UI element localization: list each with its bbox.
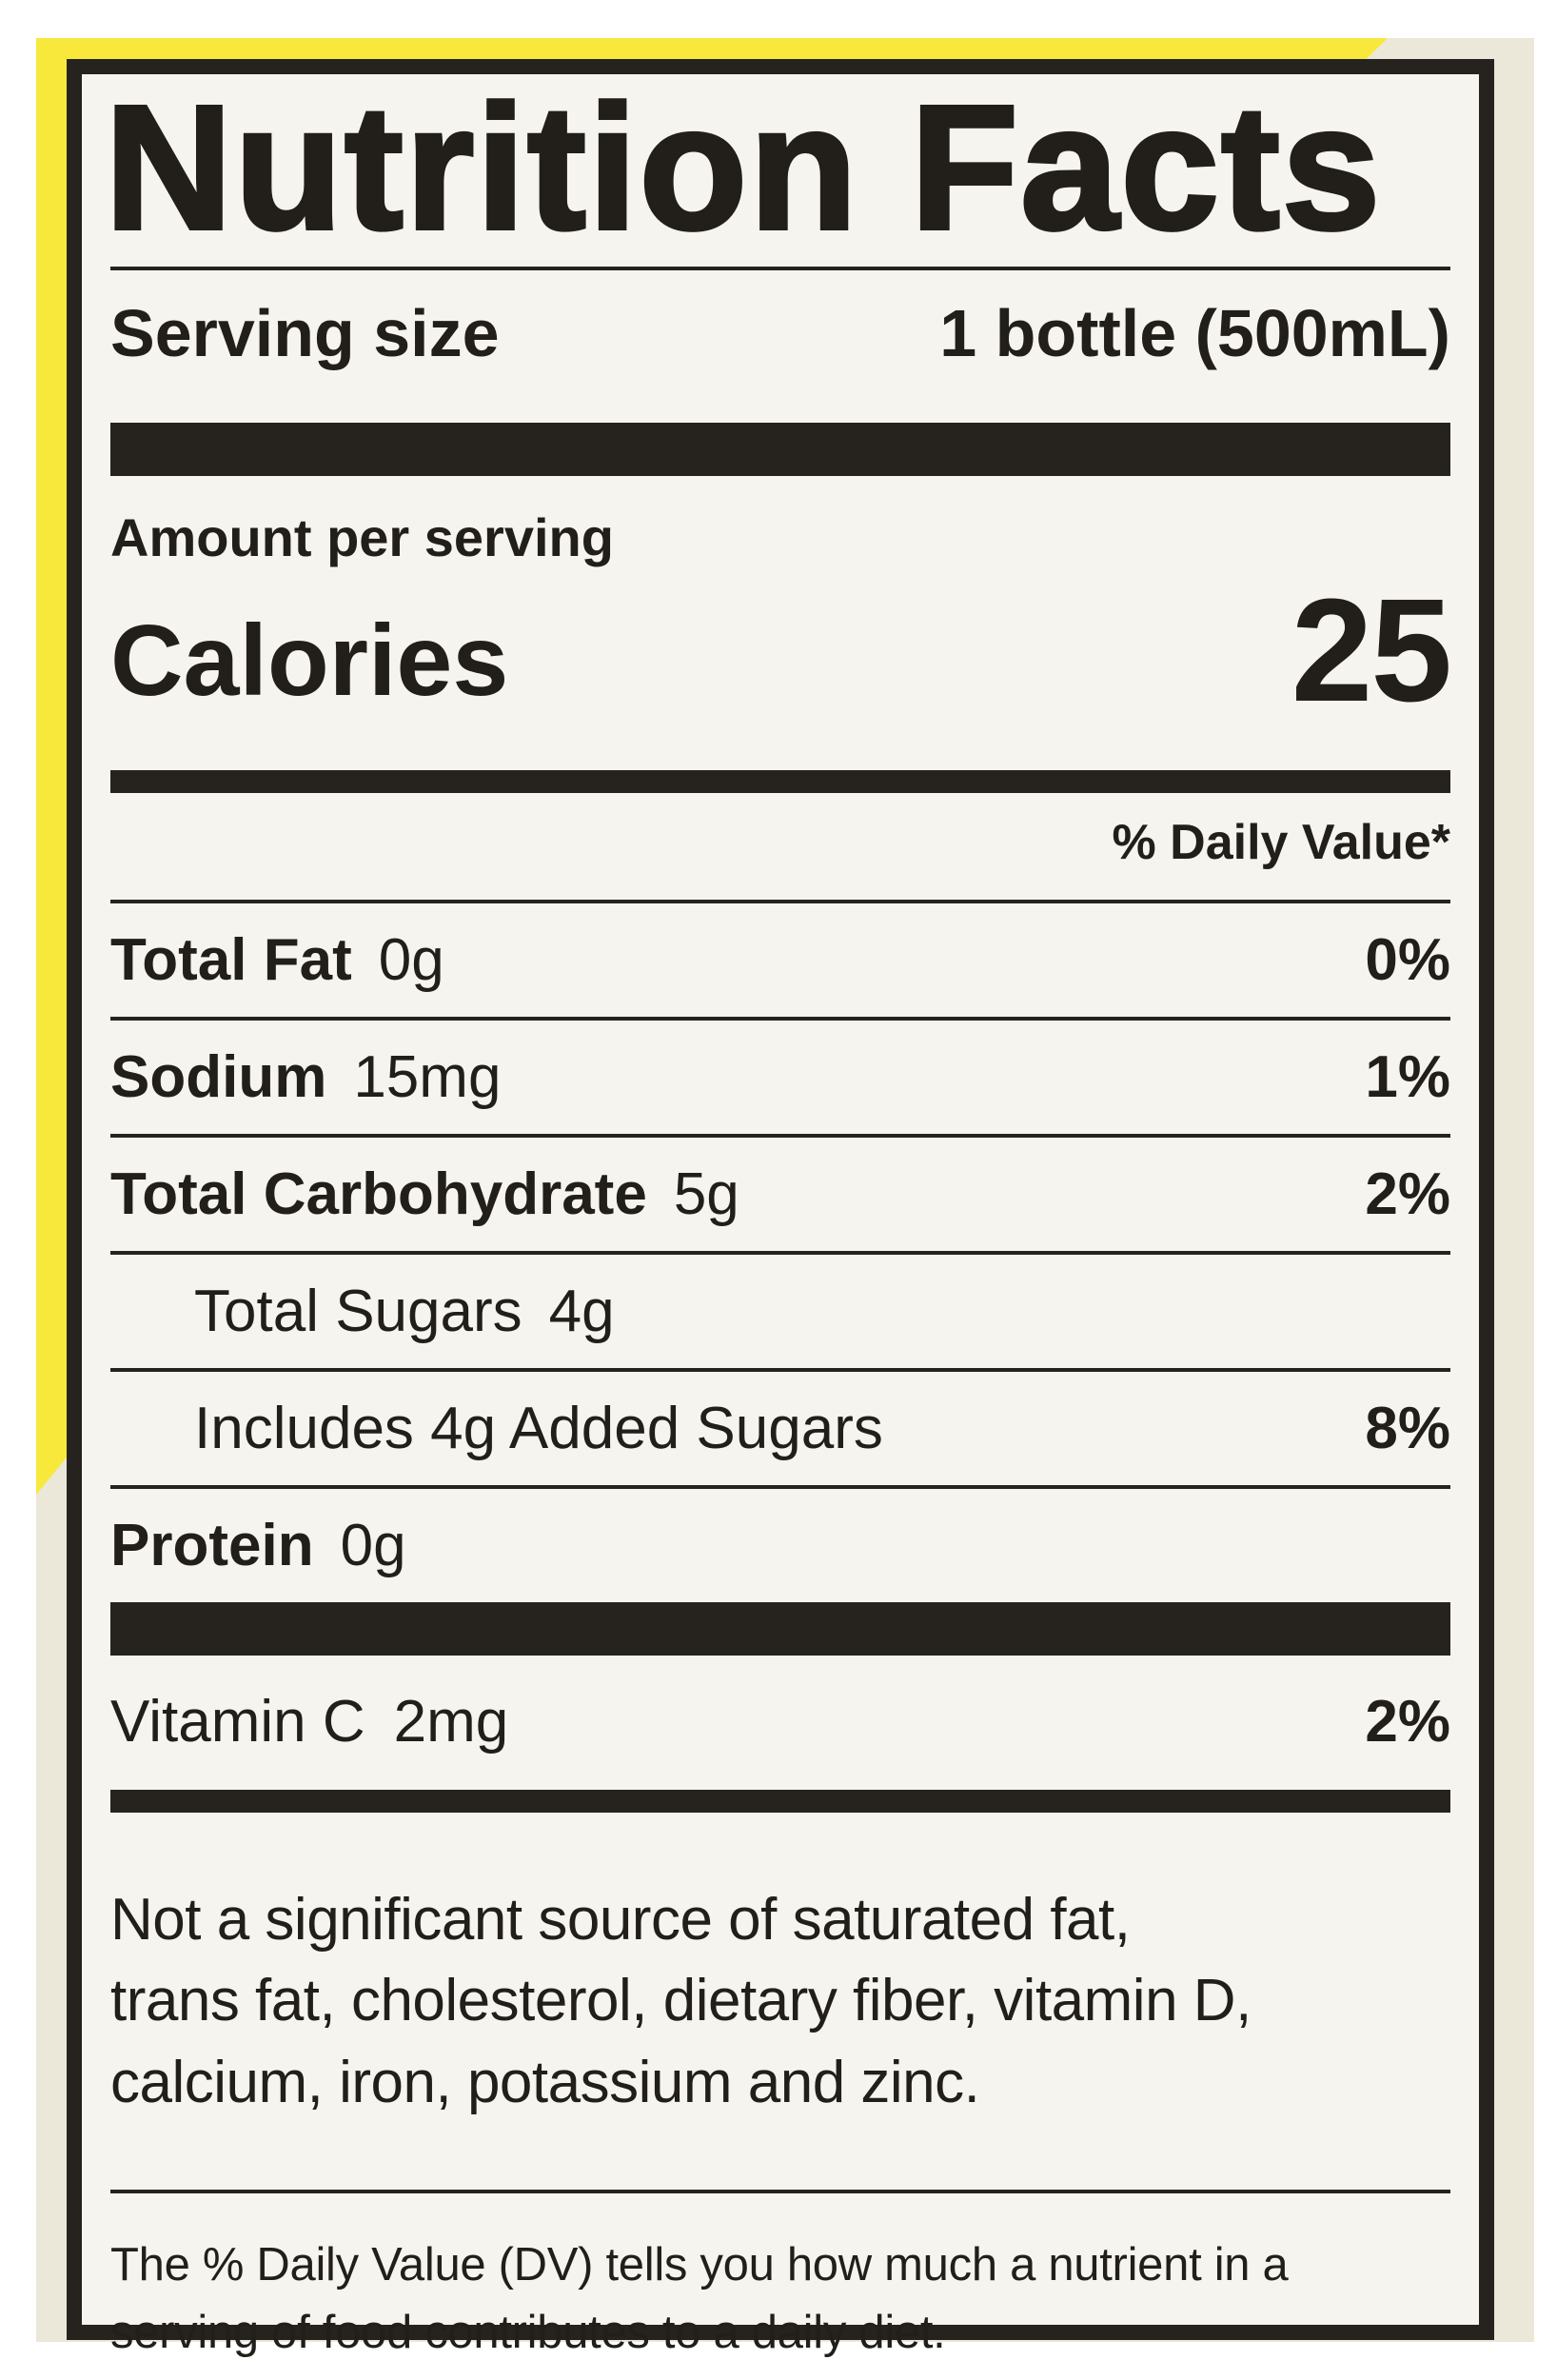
nutrient-row-total-fat: Total Fat 0g 0% bbox=[110, 899, 1450, 1017]
footnote-divider bbox=[110, 2190, 1450, 2194]
nutrient-name-amount: Total Sugars 4g bbox=[194, 1278, 615, 1344]
vitamin-row-vitamin-c: Vitamin C 2mg 2% bbox=[110, 1656, 1450, 1790]
nutrient-dv: 1% bbox=[1365, 1043, 1450, 1110]
nutrition-facts-title: Nutrition Facts bbox=[103, 69, 1383, 267]
calories-label: Calories bbox=[110, 604, 509, 717]
divider-bar-medium bbox=[110, 1789, 1450, 1813]
divider-bar-thick bbox=[110, 1601, 1450, 1656]
calories-value: 25 bbox=[1291, 568, 1452, 733]
serving-size-row: Serving size 1 bottle (500mL) bbox=[110, 270, 1450, 400]
nutrient-name-amount: Total Fat 0g bbox=[110, 926, 444, 993]
product-photo-area: Nutrition Facts Serving size 1 bottle (5… bbox=[36, 38, 1534, 2358]
serving-size-value: 1 bottle (500mL) bbox=[939, 295, 1450, 370]
nutrient-row-total-sugars: Total Sugars 4g bbox=[110, 1250, 1450, 1368]
daily-value-footnote: The % Daily Value (DV) tells you how muc… bbox=[110, 2239, 1289, 2358]
nutrient-row-total-carbohydrate: Total Carbohydrate 5g 2% bbox=[110, 1133, 1450, 1251]
vitamin-name-amount: Vitamin C 2mg bbox=[110, 1688, 509, 1755]
nutrient-name-amount: Includes 4g Added Sugars bbox=[194, 1395, 883, 1461]
divider-bar-medium bbox=[110, 769, 1450, 793]
nutrient-row-added-sugars: Includes 4g Added Sugars 8% bbox=[110, 1367, 1450, 1485]
nutrient-row-protein: Protein 0g bbox=[110, 1484, 1450, 1602]
daily-value-header: % Daily Value* bbox=[1112, 814, 1450, 870]
nutrition-facts-panel: Nutrition Facts Serving size 1 bottle (5… bbox=[67, 59, 1494, 2358]
nutrient-row-sodium: Sodium 15mg 1% bbox=[110, 1016, 1450, 1134]
nutrient-dv: 0% bbox=[1365, 926, 1450, 993]
amount-per-serving-label: Amount per serving bbox=[110, 506, 614, 567]
calories-row: Calories 25 bbox=[110, 568, 1452, 733]
not-significant-source-text: Not a significant source of saturated fa… bbox=[110, 1886, 1252, 2115]
nutrient-dv: 2% bbox=[1365, 1160, 1450, 1227]
vitamin-dv: 2% bbox=[1365, 1688, 1450, 1755]
divider-bar-thick bbox=[110, 422, 1450, 476]
serving-size-label: Serving size bbox=[110, 295, 500, 370]
title-divider bbox=[110, 266, 1450, 270]
nutrient-name-amount: Sodium 15mg bbox=[110, 1043, 502, 1110]
nutrient-name-amount: Total Carbohydrate 5g bbox=[110, 1160, 739, 1227]
nutrient-name-amount: Protein 0g bbox=[110, 1512, 406, 1578]
nutrient-dv: 8% bbox=[1365, 1395, 1450, 1461]
